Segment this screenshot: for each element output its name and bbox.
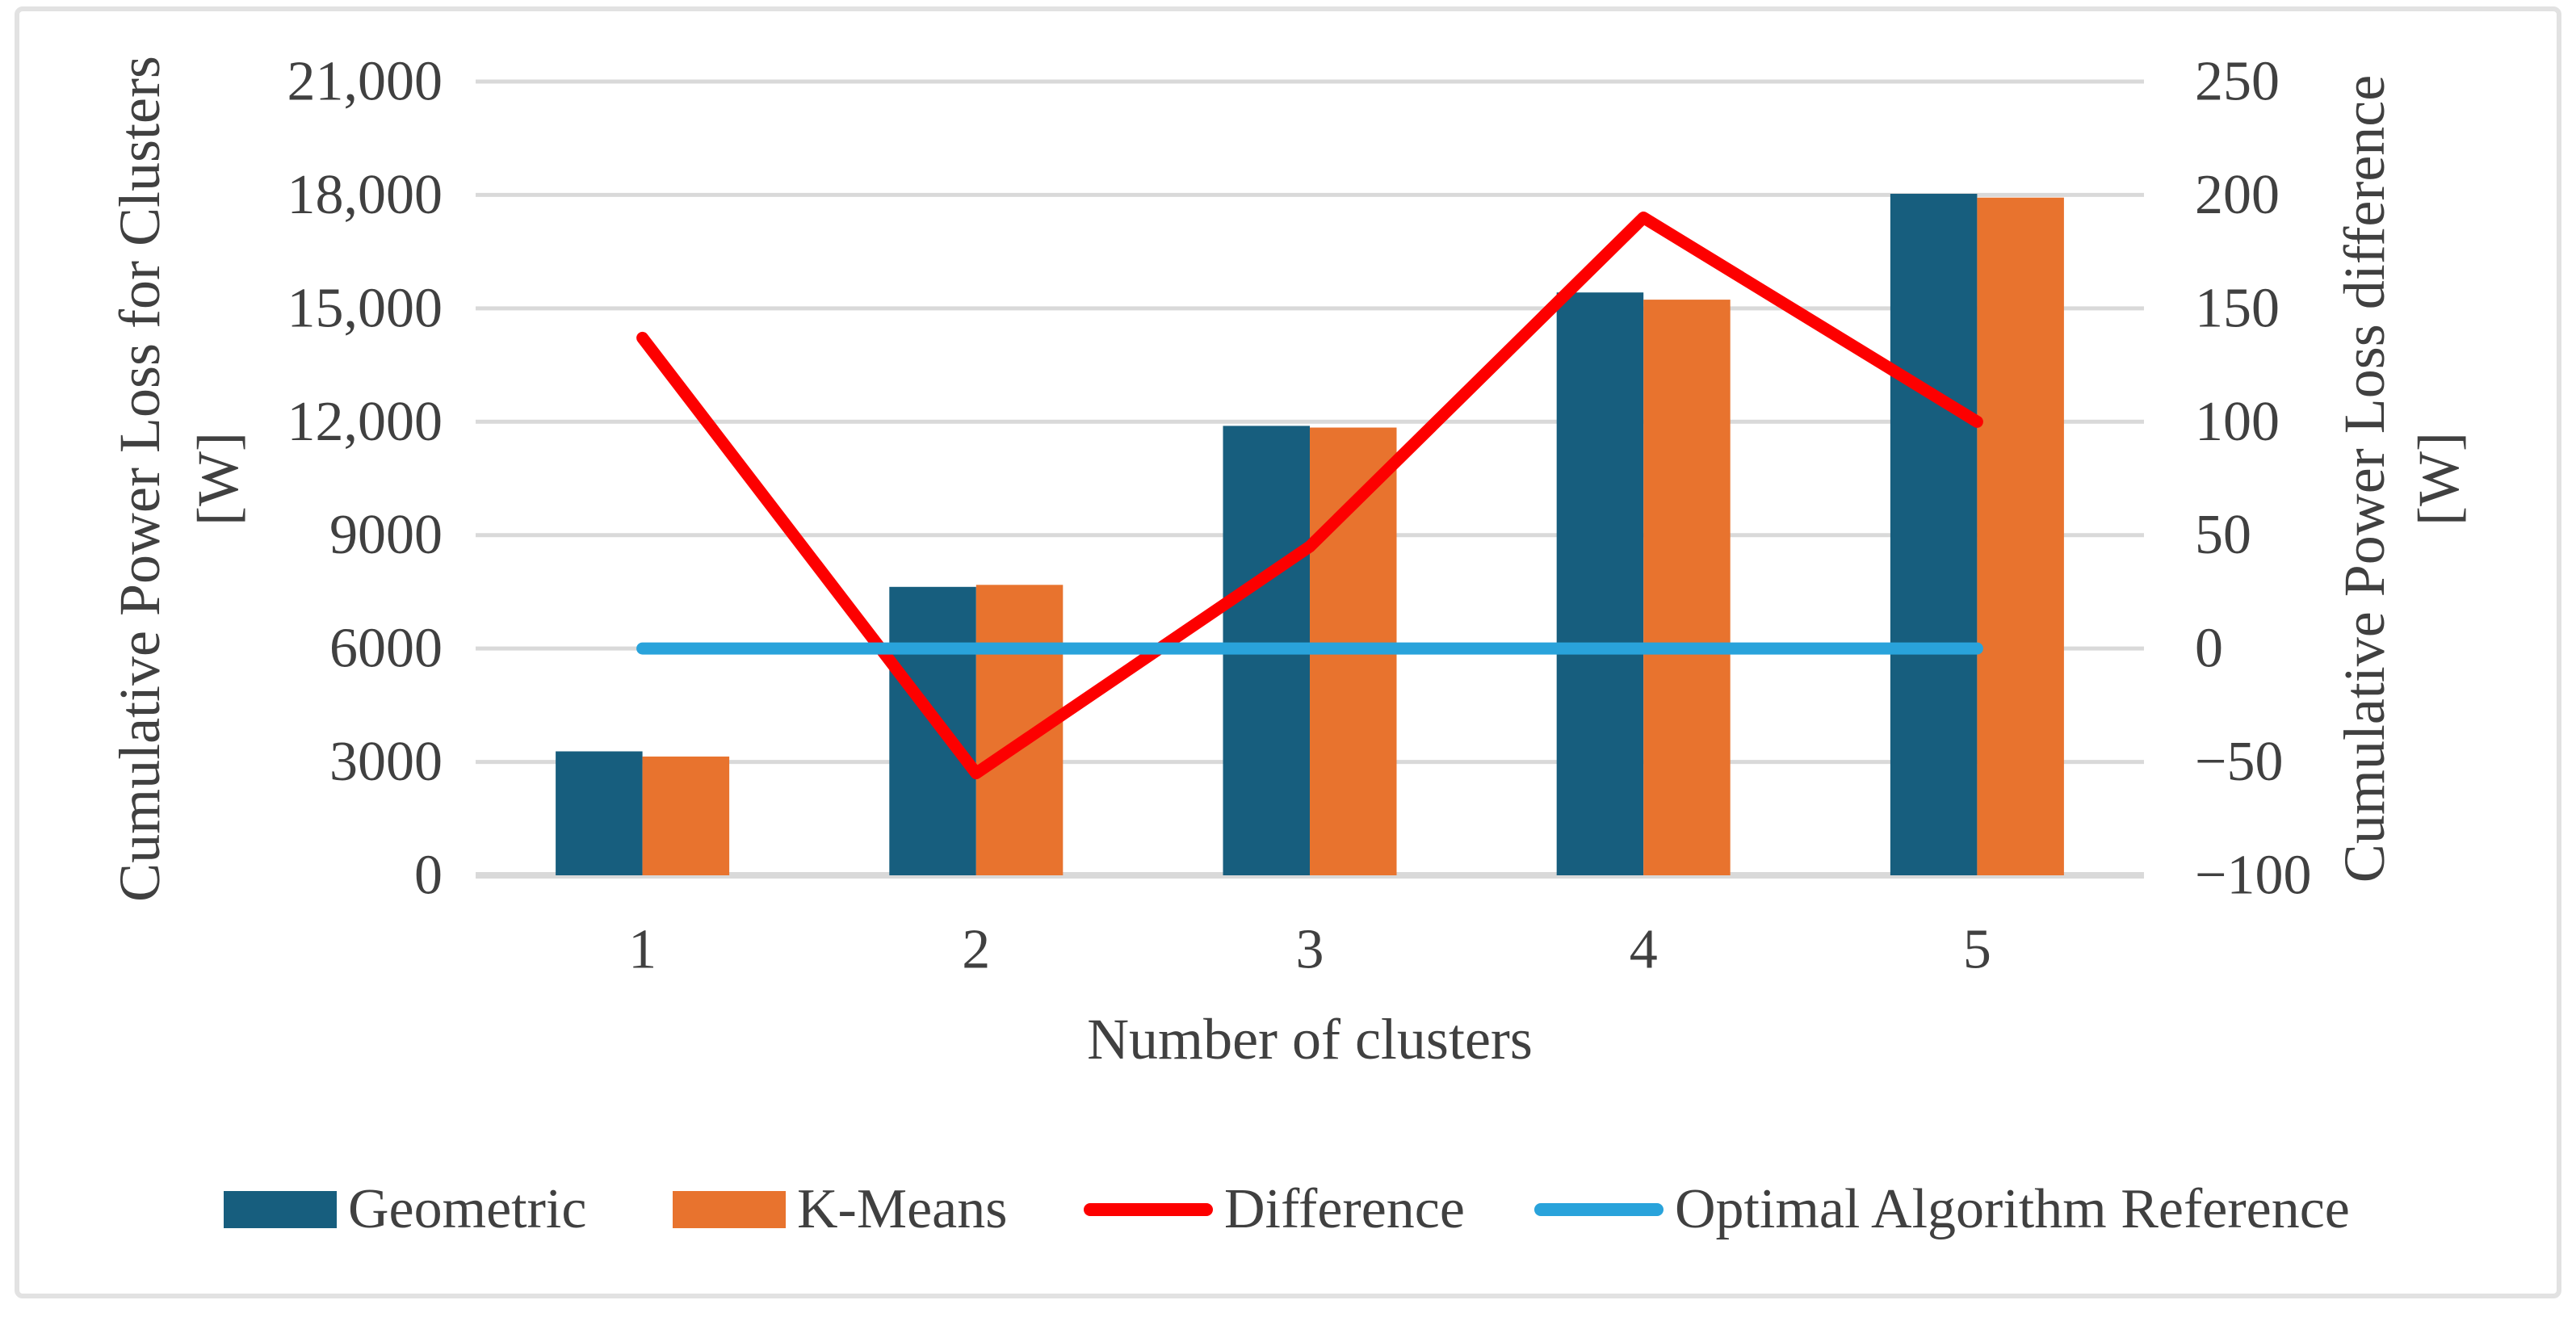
bar-geometric-2 <box>889 586 976 875</box>
left-tick-label: 3000 <box>329 731 443 793</box>
bar-kmeans-4 <box>1643 300 1731 876</box>
legend-label-kmeans: K-Means <box>797 1178 1008 1240</box>
bar-kmeans-5 <box>1977 197 2064 875</box>
legend-item-geometric: Geometric <box>224 1172 586 1247</box>
legend-label-reference: Optimal Algorithm Reference <box>1675 1178 2350 1240</box>
left-axis-unit: [W] <box>186 432 250 526</box>
bar-geometric-4 <box>1556 292 1644 875</box>
right-tick-label: −100 <box>2195 845 2311 907</box>
left-tick-label: 21,000 <box>287 51 443 113</box>
right-tick-label: 150 <box>2195 277 2280 339</box>
legend-label-difference: Difference <box>1224 1178 1465 1240</box>
right-tick-label: 0 <box>2195 618 2223 680</box>
x-axis-title: Number of clusters <box>1087 1007 1533 1072</box>
reference-swatch <box>1534 1203 1663 1216</box>
right-axis-unit: [W] <box>2406 432 2471 526</box>
left-tick-label: 9000 <box>329 504 443 566</box>
right-tick-label: 200 <box>2195 164 2280 226</box>
x-tick-label: 5 <box>1963 919 1991 981</box>
legend-item-kmeans: K-Means <box>673 1172 1007 1247</box>
bar-kmeans-1 <box>642 756 730 875</box>
difference-line <box>636 212 1983 780</box>
left-tick-label: 15,000 <box>287 277 443 339</box>
bar-geometric-5 <box>1890 194 1978 875</box>
left-tick-label: 0 <box>414 845 443 907</box>
geometric-swatch <box>224 1191 337 1228</box>
kmeans-swatch <box>673 1191 786 1228</box>
left-tick-label: 6000 <box>329 618 443 680</box>
legend-item-difference: Difference <box>1084 1172 1465 1247</box>
left-axis-title: Cumulative Power Loss for Clusters <box>107 56 172 902</box>
right-axis-title: Cumulative Power Loss difference <box>2332 74 2397 883</box>
right-tick-label: 50 <box>2195 504 2251 566</box>
x-tick-label: 4 <box>1630 919 1658 981</box>
right-tick-label: 250 <box>2195 51 2280 113</box>
right-tick-label: −50 <box>2195 731 2283 793</box>
x-tick-label: 1 <box>628 919 657 981</box>
bar-geometric-1 <box>556 751 643 875</box>
x-tick-label: 2 <box>962 919 990 981</box>
legend-item-reference: Optimal Algorithm Reference <box>1534 1172 2350 1247</box>
x-tick-label: 3 <box>1296 919 1324 981</box>
difference-swatch <box>1084 1203 1213 1216</box>
left-tick-label: 12,000 <box>287 391 443 453</box>
left-tick-label: 18,000 <box>287 164 443 226</box>
right-tick-label: 100 <box>2195 391 2280 453</box>
legend-label-geometric: Geometric <box>348 1178 587 1240</box>
